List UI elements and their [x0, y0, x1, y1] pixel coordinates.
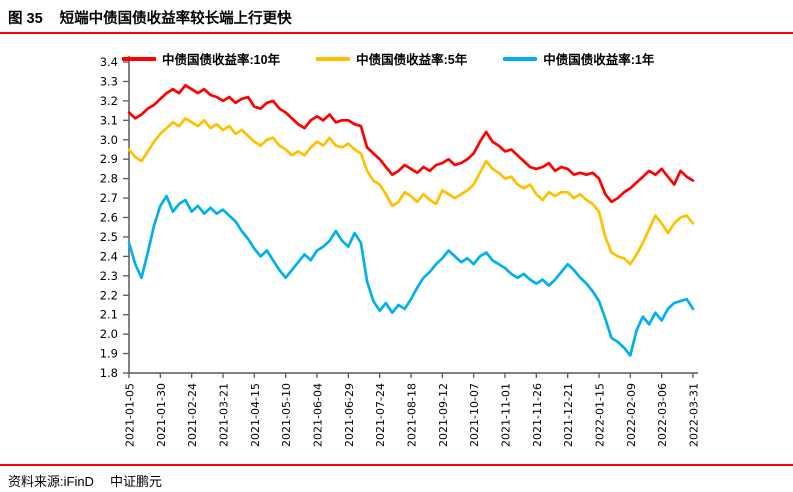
chart-legend: 中债国债收益率:10年 中债国债收益率:5年 中债国债收益率:1年	[122, 49, 654, 68]
x-tick-label: 2021-06-04	[312, 383, 325, 447]
figure-number: 图 35	[8, 11, 43, 27]
x-tick-label: 2021-08-18	[406, 383, 419, 447]
legend-label-5y: 中债国债收益率:5年	[356, 53, 468, 67]
series-line-5y	[127, 117, 695, 266]
y-tick-label: 2.0	[100, 327, 118, 341]
y-tick-label: 3.2	[100, 94, 118, 108]
series-line-10y	[127, 83, 695, 204]
company-label: 中证鹏元	[109, 474, 162, 489]
x-tick-label: 2021-04-15	[249, 383, 262, 447]
source-label: 资料来源:iFinD	[8, 474, 94, 489]
y-tick-label: 2.7	[100, 191, 118, 205]
x-tick-label: 2021-06-29	[343, 383, 356, 447]
x-tick-label: 2021-11-01	[500, 383, 513, 447]
y-tick-label: 1.9	[100, 347, 118, 361]
y-tick-label: 3.3	[100, 74, 118, 88]
y-tick-label: 2.5	[100, 230, 118, 244]
y-tick-label: 2.3	[100, 269, 118, 283]
y-tick-label: 2.8	[100, 172, 118, 186]
y-tick-label: 1.8	[100, 366, 118, 380]
legend-label-1y: 中债国债收益率:1年	[543, 53, 655, 67]
y-tick-label: 2.9	[100, 152, 118, 166]
y-tick-label: 2.1	[100, 308, 118, 322]
y-tick-label: 2.2	[100, 288, 118, 302]
x-tick-label: 2022-03-06	[656, 383, 669, 447]
x-tick-label: 2022-01-15	[594, 383, 607, 447]
x-tick-label: 2021-09-12	[437, 383, 450, 447]
x-tick-label: 2022-02-09	[625, 383, 638, 447]
y-tick-label: 2.6	[100, 211, 118, 225]
legend-item-5y: 中债国债收益率:5年	[316, 49, 467, 68]
x-tick-label: 2022-03-31	[688, 383, 701, 447]
x-tick-label: 2021-12-21	[562, 383, 575, 447]
x-tick-label: 2021-03-21	[218, 383, 231, 447]
legend-label-10y: 中债国债收益率:10年	[162, 53, 281, 67]
legend-line-5y-icon	[316, 56, 351, 61]
x-tick-label: 2021-07-24	[374, 383, 387, 447]
series-line-1y	[127, 194, 695, 357]
page-title: 短端中债国债收益率较长端上行更快	[59, 11, 292, 27]
x-tick-label: 2021-05-10	[280, 383, 293, 447]
x-tick-label: 2021-02-24	[186, 383, 199, 447]
footer: 资料来源:iFinD 中证鹏元	[8, 471, 162, 490]
y-tick-label: 3.4	[100, 55, 118, 69]
y-tick-label: 3.0	[100, 133, 118, 147]
figure-title: 图 35 短端中债国债收益率较长端上行更快	[8, 7, 292, 28]
x-tick-label: 2021-01-05	[124, 383, 137, 447]
legend-item-10y: 中债国债收益率:10年	[122, 49, 280, 68]
legend-line-10y-icon	[122, 56, 156, 61]
x-tick-label: 2021-11-26	[531, 383, 544, 447]
y-tick-label: 2.4	[100, 249, 118, 263]
footer-divider	[0, 464, 793, 466]
legend-line-1y-icon	[503, 56, 538, 61]
x-tick-label: 2021-01-30	[155, 383, 168, 447]
title-divider	[0, 32, 793, 34]
y-tick-label: 3.1	[100, 113, 118, 127]
legend-item-1y: 中债国债收益率:1年	[503, 49, 654, 68]
x-tick-label: 2021-10-07	[468, 383, 481, 447]
